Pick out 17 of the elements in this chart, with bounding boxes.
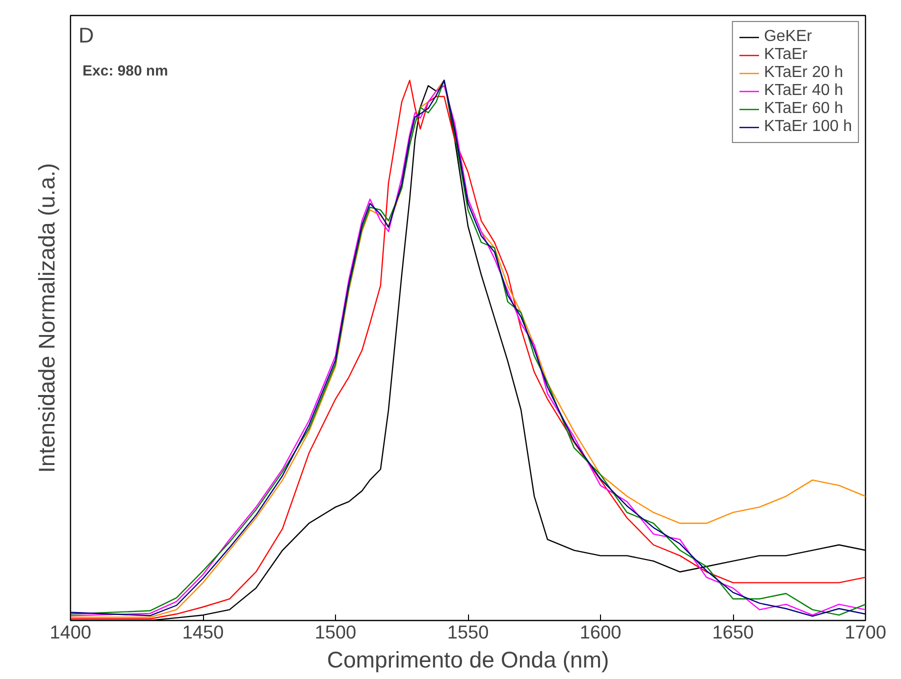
legend-label: KTaEr 20 h [764, 64, 844, 82]
legend-label: KTaEr 100 h [764, 118, 852, 136]
text: D [78, 24, 94, 48]
legend-label: KTaEr [764, 46, 808, 64]
x-tick-label: 1600 [580, 622, 622, 642]
x-tick-label: 1700 [844, 622, 886, 642]
x-tick-label: 1550 [447, 622, 489, 642]
x-tick-label: 1650 [712, 622, 754, 642]
legend-label: KTaEr 60 h [764, 100, 844, 118]
x-tick-label: 1450 [182, 622, 224, 642]
legend-label: KTaEr 40 h [764, 82, 844, 100]
x-tick-label: 1400 [50, 622, 92, 642]
y-axis-title: Intensidade Normalizada (u.a.) [34, 163, 60, 473]
legend-label: GeKEr [764, 28, 812, 46]
x-axis-title: Comprimento de Onda (nm) [326, 646, 610, 672]
x-tick-label: 1500 [314, 622, 356, 642]
text: Exc: 980 nm [82, 64, 168, 80]
